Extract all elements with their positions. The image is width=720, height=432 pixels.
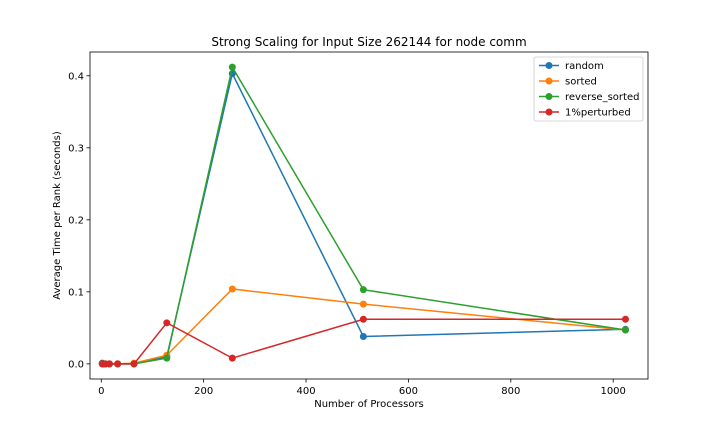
legend-label: reverse_sorted	[565, 92, 639, 103]
data-point	[359, 300, 367, 308]
legend-box	[533, 56, 644, 122]
y-tick-label: 0.1	[68, 287, 84, 298]
chart-title: Strong Scaling for Input Size 262144 for…	[211, 35, 526, 49]
y-tick-label: 0.2	[68, 215, 84, 226]
data-point	[105, 360, 113, 368]
data-point	[359, 333, 367, 341]
x-tick-label: 800	[501, 386, 520, 397]
legend-item: 1%perturbed	[539, 108, 631, 119]
data-point	[228, 285, 236, 293]
data-point	[130, 360, 138, 368]
y-tick-label: 0.3	[68, 143, 84, 154]
y-axis-label: Average Time per Rank (seconds)	[52, 131, 63, 300]
x-tick-label: 0	[98, 386, 104, 397]
legend-swatch-marker	[545, 108, 553, 116]
legend-item: random	[539, 61, 604, 72]
series-line	[102, 288, 626, 365]
legend-item: reverse_sorted	[539, 92, 639, 103]
x-tick-label: 200	[194, 386, 213, 397]
data-point	[163, 319, 171, 327]
legend-swatch-marker	[545, 77, 553, 85]
legend: random sorted reverse_sorted 1%perturbed	[533, 56, 644, 122]
y-tick-label: 0.0	[68, 359, 84, 370]
x-axis-label: Number of Processors	[314, 399, 424, 410]
series-sorted	[98, 285, 629, 368]
plot-area	[89, 51, 649, 380]
legend-swatch-marker	[545, 93, 553, 100]
legend-label: sorted	[565, 77, 597, 88]
series-1%perturbed	[98, 315, 629, 368]
data-point	[228, 63, 236, 71]
data-point	[359, 286, 367, 294]
x-tick-label: 400	[296, 386, 315, 397]
data-point	[163, 354, 171, 362]
x-tick-label: 600	[399, 386, 418, 397]
x-axis: 0 200 400 600 800 1000	[98, 379, 626, 397]
legend-item: sorted	[539, 77, 597, 88]
data-point	[621, 315, 629, 323]
y-tick-label: 0.4	[68, 71, 84, 82]
y-axis: 0.0 0.1 0.2 0.3 0.4	[68, 71, 90, 370]
x-tick-label: 1000	[600, 386, 625, 397]
legend-label: random	[565, 61, 604, 72]
legend-swatch-marker	[545, 62, 553, 69]
legend-label: 1%perturbed	[565, 108, 631, 119]
data-point	[114, 360, 122, 368]
data-point	[228, 354, 236, 362]
data-point	[621, 326, 629, 334]
series-layer	[98, 63, 629, 368]
data-point	[359, 315, 367, 323]
